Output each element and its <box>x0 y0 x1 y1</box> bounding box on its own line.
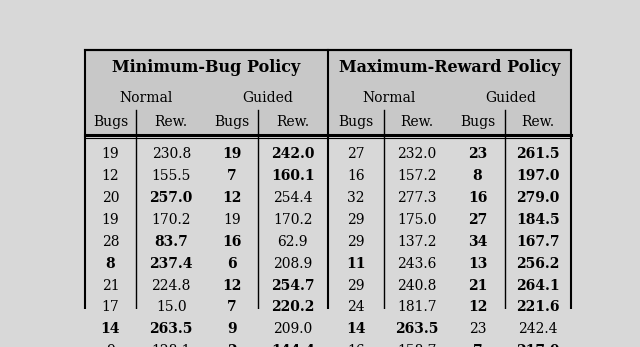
Text: 29: 29 <box>347 213 365 227</box>
Text: 254.7: 254.7 <box>271 279 314 293</box>
Text: Rew.: Rew. <box>276 116 309 129</box>
Text: Minimum-Bug Policy: Minimum-Bug Policy <box>113 59 301 76</box>
Text: 29: 29 <box>347 235 365 249</box>
Text: 242.0: 242.0 <box>271 147 314 161</box>
Text: Rew.: Rew. <box>522 116 555 129</box>
Text: 29: 29 <box>347 279 365 293</box>
Text: 16: 16 <box>222 235 242 249</box>
Text: Rew.: Rew. <box>155 116 188 129</box>
Text: Bugs: Bugs <box>460 116 495 129</box>
Text: Guided: Guided <box>485 91 536 105</box>
Text: 279.0: 279.0 <box>516 191 560 205</box>
Text: 263.5: 263.5 <box>150 322 193 336</box>
Text: 19: 19 <box>102 147 119 161</box>
Text: 128.1: 128.1 <box>152 344 191 347</box>
Text: 144.4: 144.4 <box>271 344 315 347</box>
Text: 170.2: 170.2 <box>152 213 191 227</box>
Text: 6: 6 <box>227 257 237 271</box>
Text: 155.5: 155.5 <box>152 169 191 183</box>
Text: 254.4: 254.4 <box>273 191 312 205</box>
Text: Bugs: Bugs <box>93 116 128 129</box>
Text: 208.9: 208.9 <box>273 257 312 271</box>
Text: 34: 34 <box>468 235 487 249</box>
Text: 14: 14 <box>346 322 365 336</box>
Text: 15.0: 15.0 <box>156 301 186 314</box>
Text: 8: 8 <box>106 257 115 271</box>
Text: 240.8: 240.8 <box>397 279 436 293</box>
Bar <box>85 135 571 347</box>
Text: 16: 16 <box>468 191 487 205</box>
Text: 217.0: 217.0 <box>516 344 560 347</box>
Text: 19: 19 <box>223 213 241 227</box>
Text: 181.7: 181.7 <box>397 301 436 314</box>
Text: Rew.: Rew. <box>400 116 433 129</box>
Text: Bugs: Bugs <box>214 116 250 129</box>
Text: 170.2: 170.2 <box>273 213 312 227</box>
Text: 16: 16 <box>347 169 365 183</box>
Text: 256.2: 256.2 <box>516 257 560 271</box>
Text: 21: 21 <box>102 279 119 293</box>
Text: 221.6: 221.6 <box>516 301 560 314</box>
Text: 13: 13 <box>468 257 487 271</box>
Text: 2: 2 <box>227 344 237 347</box>
Text: 7: 7 <box>473 344 483 347</box>
Text: 243.6: 243.6 <box>397 257 436 271</box>
Text: 83.7: 83.7 <box>154 235 188 249</box>
Text: 242.4: 242.4 <box>518 322 558 336</box>
Text: 167.7: 167.7 <box>516 235 560 249</box>
Text: 184.5: 184.5 <box>516 213 560 227</box>
Text: 19: 19 <box>222 147 242 161</box>
Text: 197.0: 197.0 <box>516 169 560 183</box>
Text: 62.9: 62.9 <box>278 235 308 249</box>
Text: 7: 7 <box>227 169 237 183</box>
Text: 224.8: 224.8 <box>152 279 191 293</box>
Text: Normal: Normal <box>362 91 415 105</box>
Text: Bugs: Bugs <box>339 116 374 129</box>
Text: 12: 12 <box>468 301 487 314</box>
Text: 220.2: 220.2 <box>271 301 314 314</box>
Text: 7: 7 <box>227 301 237 314</box>
Text: 232.0: 232.0 <box>397 147 436 161</box>
Text: 160.1: 160.1 <box>271 169 315 183</box>
Text: 263.5: 263.5 <box>395 322 438 336</box>
Text: 17: 17 <box>102 301 119 314</box>
Text: 237.4: 237.4 <box>150 257 193 271</box>
Bar <box>85 50 571 135</box>
Text: 27: 27 <box>468 213 487 227</box>
Text: 16: 16 <box>347 344 365 347</box>
Text: 9: 9 <box>227 322 237 336</box>
Text: 264.1: 264.1 <box>516 279 560 293</box>
Text: 12: 12 <box>102 169 119 183</box>
Text: 12: 12 <box>222 279 242 293</box>
Text: 20: 20 <box>102 191 119 205</box>
Text: 158.7: 158.7 <box>397 344 436 347</box>
Text: 8: 8 <box>473 169 483 183</box>
Text: Guided: Guided <box>242 91 292 105</box>
Text: 27: 27 <box>347 147 365 161</box>
Text: 261.5: 261.5 <box>516 147 560 161</box>
Text: 230.8: 230.8 <box>152 147 191 161</box>
Text: 277.3: 277.3 <box>397 191 436 205</box>
Text: 175.0: 175.0 <box>397 213 436 227</box>
Text: 32: 32 <box>347 191 365 205</box>
Text: 28: 28 <box>102 235 119 249</box>
Text: 137.2: 137.2 <box>397 235 436 249</box>
Text: Normal: Normal <box>119 91 172 105</box>
Text: 23: 23 <box>468 322 486 336</box>
Text: 9: 9 <box>106 344 115 347</box>
Text: 11: 11 <box>346 257 365 271</box>
Text: 19: 19 <box>102 213 119 227</box>
Text: 257.0: 257.0 <box>150 191 193 205</box>
Text: 157.2: 157.2 <box>397 169 436 183</box>
Text: 209.0: 209.0 <box>273 322 312 336</box>
Text: 23: 23 <box>468 147 487 161</box>
Text: 24: 24 <box>347 301 365 314</box>
Text: Maximum-Reward Policy: Maximum-Reward Policy <box>339 59 560 76</box>
Text: 12: 12 <box>222 191 242 205</box>
Text: 14: 14 <box>100 322 120 336</box>
Text: 21: 21 <box>468 279 487 293</box>
